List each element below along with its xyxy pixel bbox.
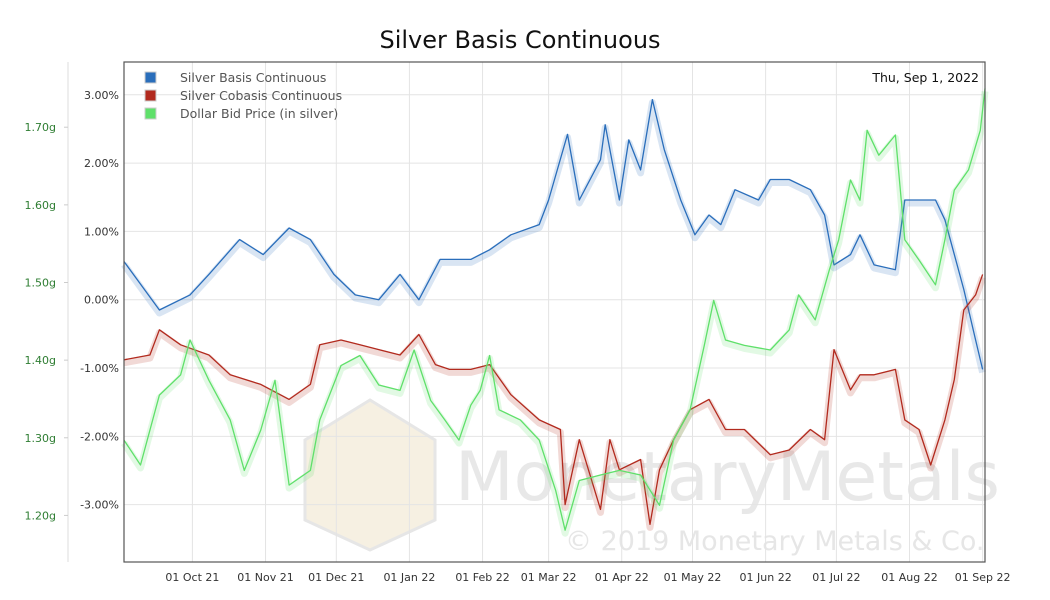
date-label: Thu, Sep 1, 2022 <box>871 70 979 85</box>
legend-swatch-silver-cobasis-continuous <box>144 89 157 102</box>
x-tick-label: 01 May 22 <box>664 571 722 584</box>
legend-label-dollar-bid-price-in-silver: Dollar Bid Price (in silver) <box>180 106 338 121</box>
x-tick-label: 01 Jan 22 <box>383 571 435 584</box>
legend-swatch-silver-basis-continuous <box>144 71 157 84</box>
legend-swatch-dollar-bid-price-in-silver <box>144 107 157 120</box>
series-line-silver-cobasis-continuous <box>123 274 984 526</box>
series-line-dollar-bid-price-in-silver <box>123 88 986 531</box>
series-glow-silver-basis-continuous <box>121 99 987 374</box>
x-tick-label: 01 Feb 22 <box>455 571 509 584</box>
watermark-logo-icon <box>303 398 437 552</box>
x-tick-label: 01 Sep 22 <box>955 571 1011 584</box>
x-tick-label: 01 Jul 22 <box>812 571 860 584</box>
x-tick-label: 01 Nov 21 <box>237 571 293 584</box>
plot-border <box>123 61 986 563</box>
y-tick-label-grams: 1.50g <box>25 276 56 289</box>
y-tick-label-grams: 1.20g <box>25 509 56 522</box>
y-tick-label-grams: 1.40g <box>25 354 56 367</box>
legend-label-silver-basis-continuous: Silver Basis Continuous <box>180 70 326 85</box>
y-tick-label-grams: 1.60g <box>25 199 56 212</box>
y-tick-label-pct: -1.00% <box>80 362 119 375</box>
y-tick-label-grams: 1.30g <box>25 432 56 445</box>
y-tick-label-pct: 3.00% <box>84 89 119 102</box>
x-tick-label: 01 Aug 22 <box>881 571 937 584</box>
y-tick-label-pct: 0.00% <box>84 294 119 307</box>
y-tick-label-pct: -2.00% <box>80 430 119 443</box>
chart-title: Silver Basis Continuous <box>379 26 661 54</box>
legend-label-silver-cobasis-continuous: Silver Cobasis Continuous <box>180 88 342 103</box>
series-glow-silver-cobasis-continuous <box>123 276 986 531</box>
x-tick-label: 01 Oct 21 <box>165 571 219 584</box>
x-tick-label: 01 Jun 22 <box>740 571 792 584</box>
x-tick-label: 01 Mar 22 <box>521 571 577 584</box>
y-tick-label-pct: 1.00% <box>84 225 119 238</box>
series-line-silver-basis-continuous <box>123 98 984 370</box>
y-tick-label-pct: 2.00% <box>84 157 119 170</box>
x-tick-label: 01 Dec 21 <box>308 571 364 584</box>
y-tick-label-pct: -3.00% <box>80 499 119 512</box>
x-tick-label: 01 Apr 22 <box>595 571 649 584</box>
copyright-text: © 2019 Monetary Metals & Co. <box>565 526 985 557</box>
watermark-text: MonetaryMetals <box>455 438 1000 517</box>
y-tick-label-grams: 1.70g <box>25 121 56 134</box>
